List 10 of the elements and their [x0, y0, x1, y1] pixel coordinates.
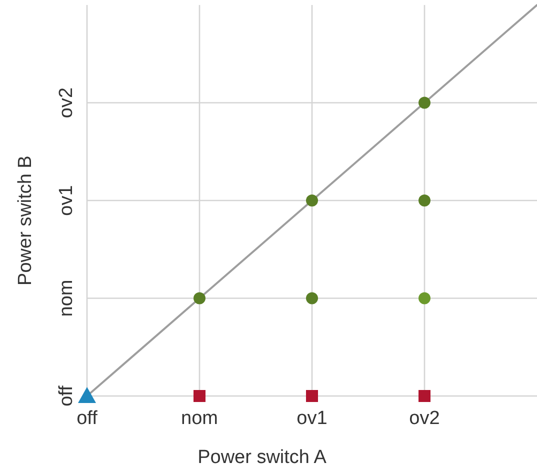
- category-label: ov2: [56, 87, 77, 118]
- category-label: off: [56, 386, 77, 406]
- x-tick-label: nom: [181, 408, 218, 429]
- category-label: nom: [56, 280, 77, 317]
- y-axis-title: Power switch B: [15, 156, 36, 286]
- category-label: ov1: [56, 185, 77, 216]
- x-tick-label: ov2: [409, 408, 440, 429]
- x-tick-label: off: [76, 408, 98, 429]
- x-tick-label: ov1: [296, 408, 328, 429]
- x-axis-title: Power switch A: [198, 447, 327, 468]
